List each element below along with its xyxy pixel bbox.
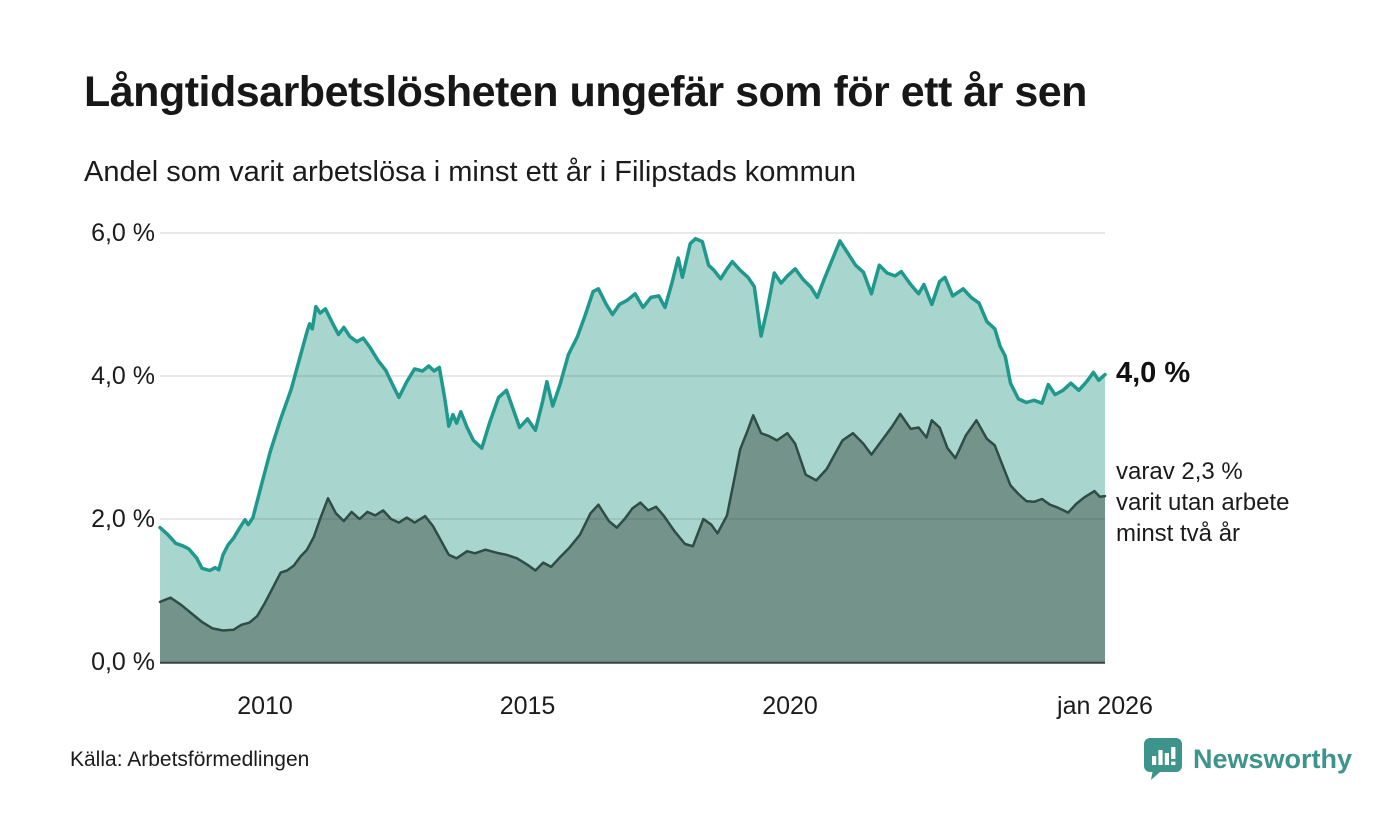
brand-name: Newsworthy	[1193, 743, 1353, 774]
page-title: Långtidsarbetslösheten ungefär som för e…	[84, 68, 1087, 116]
latest-value-label: 4,0 %	[1116, 357, 1191, 389]
newsworthy-logo-icon	[1144, 738, 1182, 780]
chart-subtitle: Andel som varit arbetslösa i minst ett å…	[84, 156, 856, 188]
series-line-0	[158, 236, 1107, 573]
series-line-1	[158, 412, 1107, 632]
latest-subvalue-label: varav 2,3 % varit utan arbete minst två …	[1116, 458, 1290, 547]
area-fill-series-1	[160, 413, 1105, 662]
source-note: Källa: Arbetsförmedlingen	[70, 748, 310, 771]
newsworthy-brand: Newsworthy	[1143, 737, 1352, 781]
